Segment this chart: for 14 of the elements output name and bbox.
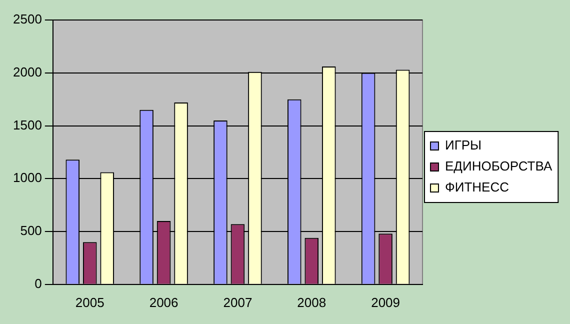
y-tick-label: 1000 (13, 170, 42, 186)
y-tick-label: 2000 (13, 64, 42, 80)
x-tick-label: 2006 (149, 294, 178, 310)
legend-label: ФИТНЕСС (445, 180, 510, 195)
x-tick-label: 2009 (371, 294, 400, 310)
x-tick-label: 2005 (75, 294, 104, 310)
legend-label: ЕДИНОБОРСТВА (445, 158, 552, 174)
x-tick-label: 2007 (223, 294, 252, 310)
legend-label: ИГРЫ (445, 138, 482, 153)
y-tick-label: 1500 (13, 117, 42, 132)
x-tick-label: 2008 (297, 294, 326, 310)
y-tick-label: 500 (20, 223, 42, 238)
y-tick-label: 0 (34, 276, 42, 291)
y-tick-label: 2500 (13, 12, 42, 27)
